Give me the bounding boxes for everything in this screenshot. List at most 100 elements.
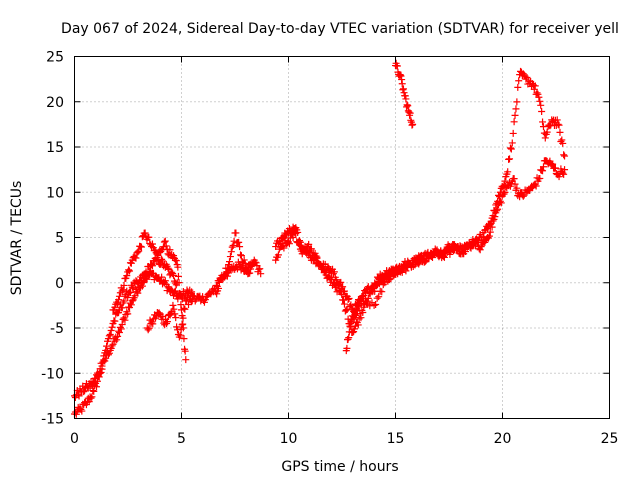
data-point (512, 105, 520, 113)
data-point (176, 331, 184, 339)
data-point (119, 286, 127, 294)
series-track-4 (143, 293, 196, 341)
data-point (345, 334, 353, 342)
data-point (237, 252, 245, 260)
data-point (246, 269, 254, 277)
data-point (227, 248, 235, 256)
data-point (344, 295, 352, 303)
data-point (144, 326, 152, 334)
x-tick-label: 25 (601, 431, 619, 447)
data-point (523, 73, 531, 81)
series-track-5 (212, 229, 265, 298)
data-point (99, 358, 107, 366)
data-point (78, 407, 86, 415)
data-marks (71, 59, 569, 418)
data-point (137, 276, 145, 284)
data-point (128, 283, 136, 291)
data-point (214, 284, 222, 292)
data-point (397, 72, 405, 80)
y-tick-label: 5 (55, 231, 64, 247)
data-point (115, 296, 123, 304)
data-point (158, 273, 166, 281)
data-point (473, 237, 481, 245)
data-point (404, 102, 412, 110)
data-point (180, 304, 188, 312)
data-point (408, 121, 416, 129)
y-tick-label: 20 (46, 95, 64, 111)
data-point (370, 284, 378, 292)
data-point (255, 265, 263, 273)
data-point (302, 246, 310, 254)
data-point (80, 388, 88, 396)
x-tick-label: 5 (177, 431, 186, 447)
data-point (148, 262, 156, 270)
data-point (532, 182, 540, 190)
data-point (398, 265, 406, 273)
data-point (514, 83, 522, 91)
data-point (88, 393, 96, 401)
data-point (77, 405, 85, 413)
data-point (539, 163, 547, 171)
data-point (535, 93, 543, 101)
data-point (425, 255, 433, 263)
data-point (179, 314, 187, 322)
data-point (145, 324, 153, 332)
data-point (344, 335, 352, 343)
data-point (491, 213, 499, 221)
data-point (393, 62, 401, 70)
data-point (513, 184, 521, 192)
data-point (298, 250, 306, 258)
data-point (170, 288, 178, 296)
data-point (257, 270, 265, 278)
data-point (340, 296, 348, 304)
data-point (428, 254, 436, 262)
data-point (124, 294, 132, 302)
data-point (154, 252, 162, 260)
data-point (172, 257, 180, 265)
data-point (187, 298, 195, 306)
data-point (171, 310, 179, 318)
data-point (176, 289, 184, 297)
data-point (113, 336, 121, 344)
data-point (155, 309, 163, 317)
data-point (373, 280, 381, 288)
x-axis-title: GPS time / hours (281, 459, 398, 475)
data-point (224, 264, 232, 272)
data-point (354, 321, 362, 329)
data-point (170, 305, 178, 313)
data-point (476, 246, 484, 254)
data-point (148, 261, 156, 269)
data-point (399, 85, 407, 93)
data-point (506, 155, 514, 163)
data-point (353, 305, 361, 313)
data-point (489, 217, 497, 225)
data-point (104, 351, 112, 359)
data-point (497, 199, 505, 207)
data-point (561, 152, 569, 160)
y-tick-label: -5 (50, 321, 64, 337)
data-point (127, 301, 135, 309)
data-point (510, 118, 518, 126)
data-point (124, 310, 132, 318)
data-point (510, 175, 518, 183)
data-point (381, 279, 389, 287)
data-point (362, 295, 370, 303)
data-point (501, 177, 509, 185)
data-point (166, 246, 174, 254)
data-point (171, 287, 179, 295)
data-point (106, 330, 114, 338)
data-point (225, 258, 233, 266)
data-point (539, 167, 547, 175)
data-point (285, 240, 293, 248)
data-point (560, 170, 568, 178)
data-point (280, 244, 288, 252)
data-point (158, 255, 166, 263)
data-point (330, 268, 338, 276)
data-point (149, 320, 157, 328)
data-point (382, 274, 390, 282)
data-point (114, 332, 122, 340)
y-tick-label: -15 (41, 412, 64, 428)
data-point (561, 166, 569, 174)
y-tick-label: -10 (41, 366, 64, 382)
data-point (477, 243, 485, 251)
